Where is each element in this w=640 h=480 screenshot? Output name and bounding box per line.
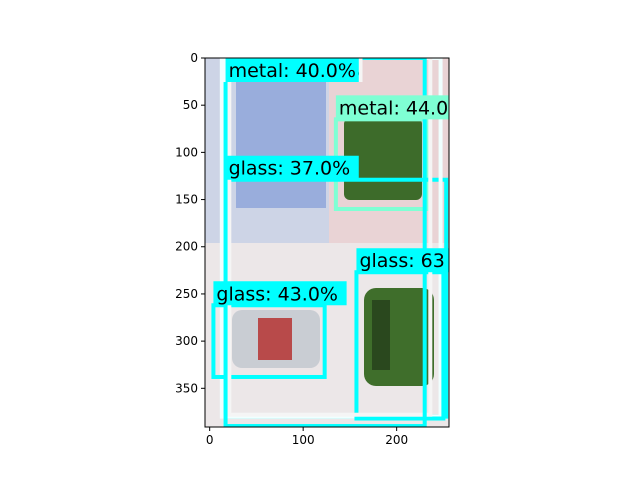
bottle-label — [258, 318, 292, 360]
detection-box-glass — [354, 270, 446, 421]
y-tick-label: 100 — [175, 145, 198, 159]
detection-label-glass: glass: 37.0% — [229, 158, 351, 180]
y-tick-label: 300 — [175, 334, 198, 348]
x-tick-label: 100 — [292, 433, 315, 447]
axes-frame — [204, 57, 450, 428]
x-tick-label: 0 — [206, 433, 214, 447]
detection-label-glass: glass: 43.0% — [216, 283, 338, 305]
y-tick-label: 250 — [175, 287, 198, 301]
detection-label-bg — [213, 281, 347, 306]
y-tick-label: 150 — [175, 193, 198, 207]
y-tick-label: 200 — [175, 240, 198, 254]
y-axis: 0 50 100 150 200 250 300 350 — [175, 51, 205, 395]
detection-box-paper — [227, 58, 433, 417]
detection-box-metal — [223, 58, 427, 427]
detection-label-bg — [225, 58, 359, 82]
detection-label-bg — [356, 248, 449, 273]
detection-label-glass: glass: 63 — [359, 250, 444, 272]
y-tick-label: 0 — [190, 51, 198, 65]
glass-bottle-shade — [372, 300, 390, 370]
y-tick-label: 350 — [175, 381, 198, 395]
x-tick-label: 200 — [385, 433, 408, 447]
detection-label-metal: metal: 40.0% — [229, 60, 356, 82]
x-axis: 0 100 200 — [206, 427, 408, 447]
detection-label-bg — [335, 95, 449, 120]
y-tick-label: 50 — [183, 98, 198, 112]
paper-print — [236, 68, 326, 208]
detection-label-bg — [225, 155, 359, 180]
detection-label-metal: metal: 44.0 — [339, 97, 448, 119]
